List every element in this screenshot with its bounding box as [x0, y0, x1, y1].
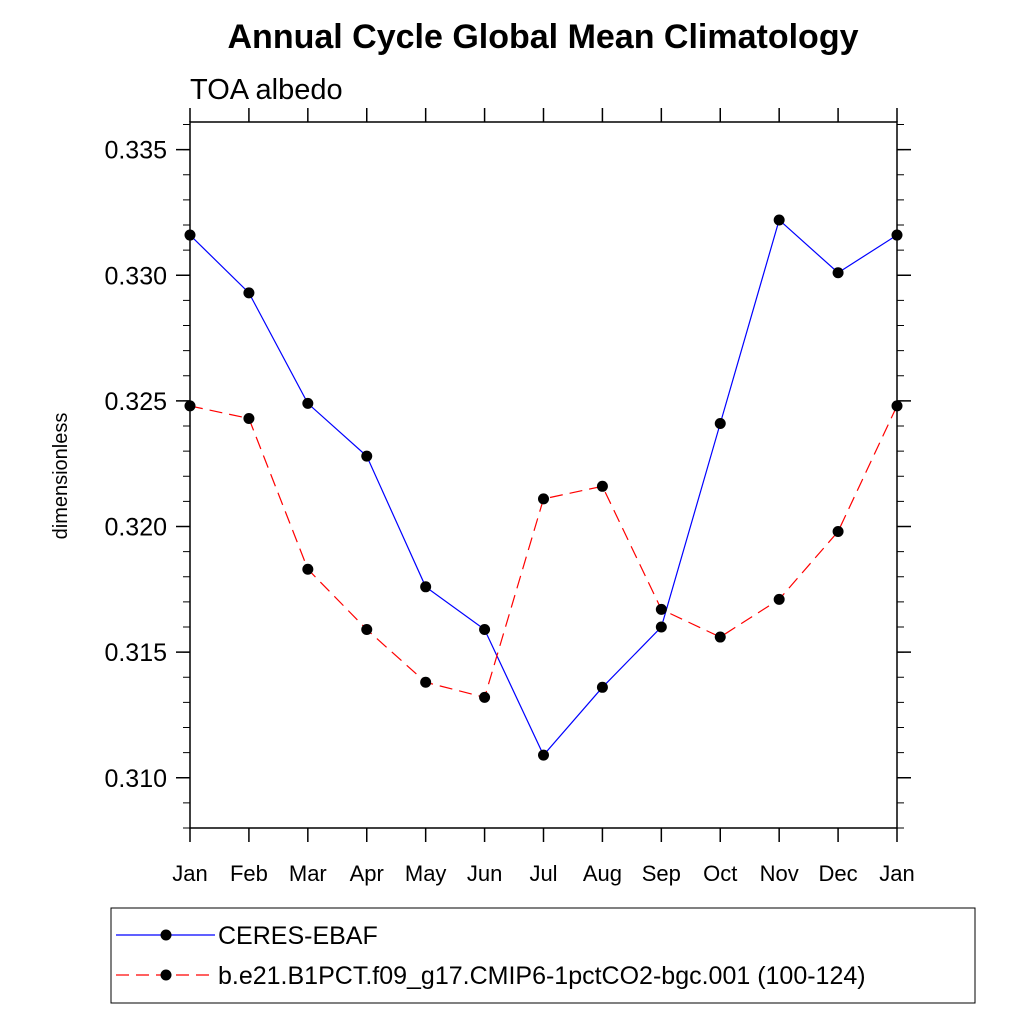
chart-title: Annual Cycle Global Mean Climatology: [228, 18, 859, 56]
data-point: [184, 229, 196, 241]
x-tick-label: Aug: [583, 861, 622, 886]
data-point: [361, 450, 373, 462]
data-point: [302, 397, 314, 409]
series-line-0: [189, 218, 898, 757]
y-tick-label: 0.330: [104, 262, 167, 290]
legend-marker-1: [160, 969, 172, 981]
data-point: [538, 493, 549, 505]
data-point: [655, 603, 667, 615]
legend-label-1: b.e21.B1PCT.f09_g17.CMIP6-1pctCO2-bgc.00…: [218, 962, 866, 990]
x-tick-labels: Jan Feb Mar Apr May Jun Jul Aug Sep Oct Nov Dec Jan: [172, 861, 914, 886]
data-point: [243, 287, 255, 299]
data-point: [479, 691, 491, 703]
data-point: [714, 631, 726, 643]
data-point: [538, 749, 549, 761]
data-point: [832, 526, 844, 538]
y-tick-label: 0.335: [104, 137, 167, 165]
data-point: [184, 400, 196, 412]
data-point: [832, 267, 844, 279]
data-point: [479, 624, 491, 636]
data-point: [302, 563, 314, 575]
data-point: [596, 681, 608, 693]
x-tick-label: Apr: [350, 861, 384, 886]
data-point: [596, 480, 608, 492]
legend-box: [110, 907, 976, 1004]
x-tick-label: Nov: [760, 861, 799, 886]
data-point: [243, 412, 255, 424]
x-tick-label: Jun: [467, 861, 502, 886]
data-point: [773, 214, 785, 226]
data-point: [891, 229, 903, 241]
legend-label-0: CERES-EBAF: [218, 922, 378, 950]
series-layer: [184, 214, 903, 761]
y-axis-label: dimensionless: [50, 413, 72, 540]
x-tick-label: Jul: [529, 861, 557, 886]
axis-ticks: [176, 108, 911, 842]
chart-subtitle: TOA albedo: [190, 74, 343, 106]
x-tick-label: Jan: [879, 861, 914, 886]
data-point: [773, 593, 785, 605]
data-point: [420, 581, 432, 593]
x-tick-label: Oct: [703, 861, 737, 886]
x-tick-label: Sep: [642, 861, 681, 886]
x-tick-label: May: [405, 861, 447, 886]
legend: CERES-EBAF b.e21.B1PCT.f09_g17.CMIP6-1pct…: [116, 922, 866, 990]
y-tick-labels: 0.310 0.315 0.320 0.325 0.330 0.335: [104, 137, 167, 793]
data-point: [891, 400, 903, 412]
data-point: [714, 417, 726, 429]
y-tick-label: 0.320: [104, 514, 167, 542]
y-tick-label: 0.315: [104, 639, 167, 667]
data-point: [420, 676, 432, 688]
series-line-1: [189, 405, 898, 699]
x-tick-label: Jan: [172, 861, 207, 886]
plot-frame: [189, 121, 898, 829]
legend-marker-0: [160, 929, 172, 941]
y-tick-label: 0.310: [104, 765, 167, 793]
x-tick-label: Feb: [230, 861, 268, 886]
x-tick-label: Dec: [819, 861, 858, 886]
data-point: [361, 624, 373, 636]
data-point: [655, 621, 667, 633]
y-tick-label: 0.325: [104, 388, 167, 416]
x-tick-label: Mar: [289, 861, 327, 886]
